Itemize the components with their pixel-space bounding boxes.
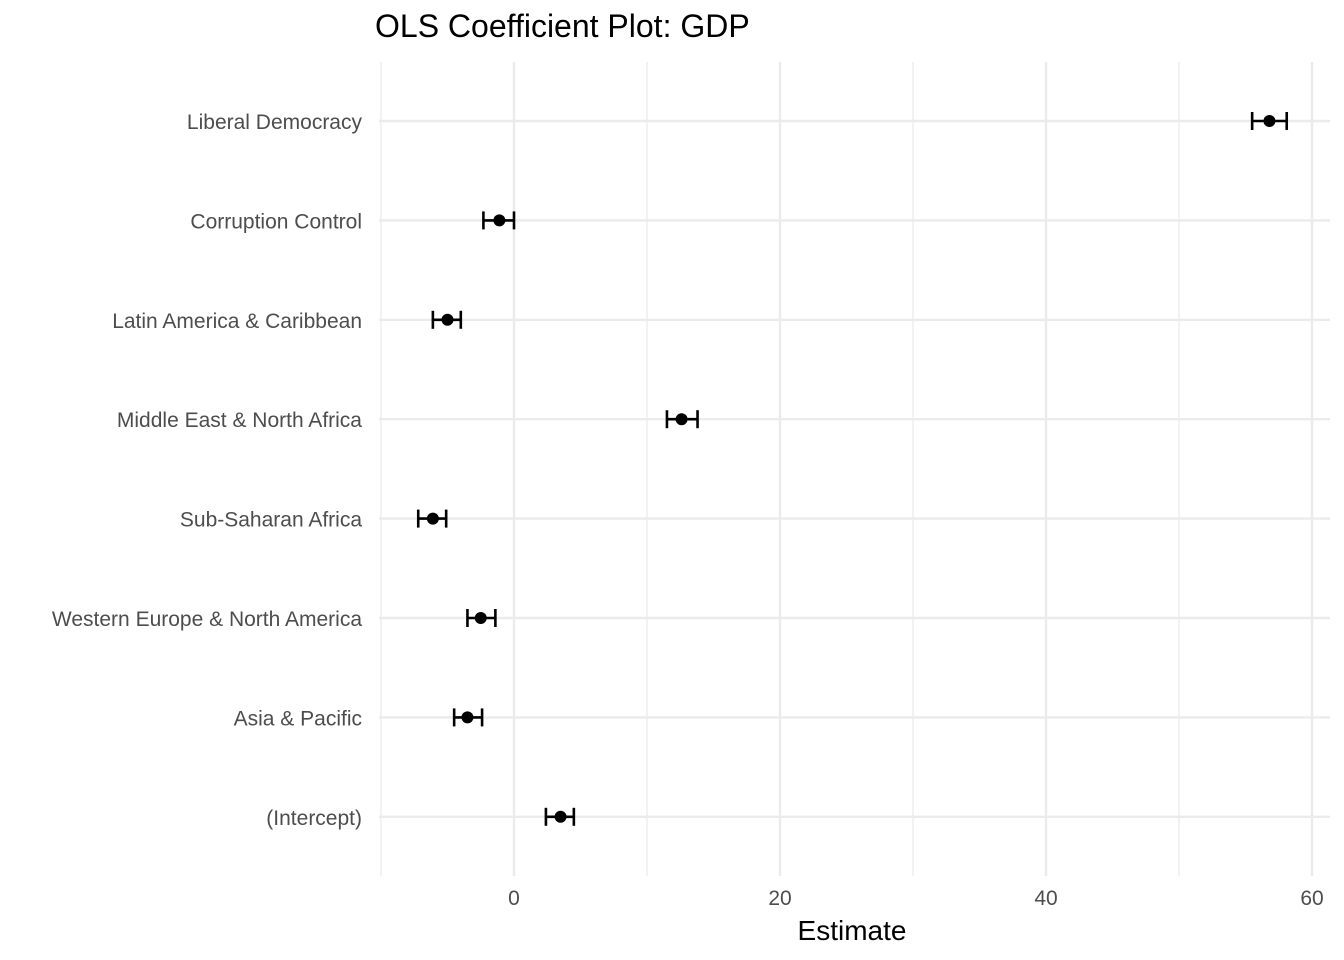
estimate-point	[554, 810, 567, 823]
major-gridlines	[379, 62, 1330, 876]
estimate-point	[474, 612, 487, 624]
error-bars	[416, 112, 1289, 826]
y-tick-label: Middle East & North Africa	[117, 409, 362, 432]
estimate-point	[426, 512, 439, 525]
y-axis-labels: Liberal Democracy Corruption Control Latin…	[52, 111, 363, 830]
y-tick-label: Western Europe & North America	[52, 608, 362, 631]
y-tick-label: Corruption Control	[190, 210, 362, 233]
minor-gridlines	[380, 62, 1180, 876]
y-tick-label: Liberal Democracy	[187, 111, 363, 134]
y-tick-label: (Intercept)	[266, 807, 362, 830]
estimate-point	[441, 313, 454, 326]
x-tick-label: 20	[768, 887, 791, 910]
estimate-point	[493, 214, 506, 227]
y-tick-label: Asia & Pacific	[234, 707, 362, 730]
chart-title: OLS Coefficient Plot: GDP	[375, 8, 750, 44]
y-tick-label: Sub-Saharan Africa	[180, 509, 362, 532]
x-axis-labels: 0 20 40 60	[508, 887, 1324, 910]
estimate-point	[675, 413, 688, 426]
estimate-point	[1263, 115, 1276, 127]
estimate-points	[426, 115, 1276, 823]
y-tick-label: Latin America & Caribbean	[112, 310, 362, 333]
x-tick-label: 60	[1300, 887, 1323, 910]
estimate-point	[461, 711, 474, 724]
x-tick-label: 0	[508, 887, 520, 910]
x-axis-title: Estimate	[798, 915, 907, 946]
x-tick-label: 40	[1034, 887, 1057, 910]
